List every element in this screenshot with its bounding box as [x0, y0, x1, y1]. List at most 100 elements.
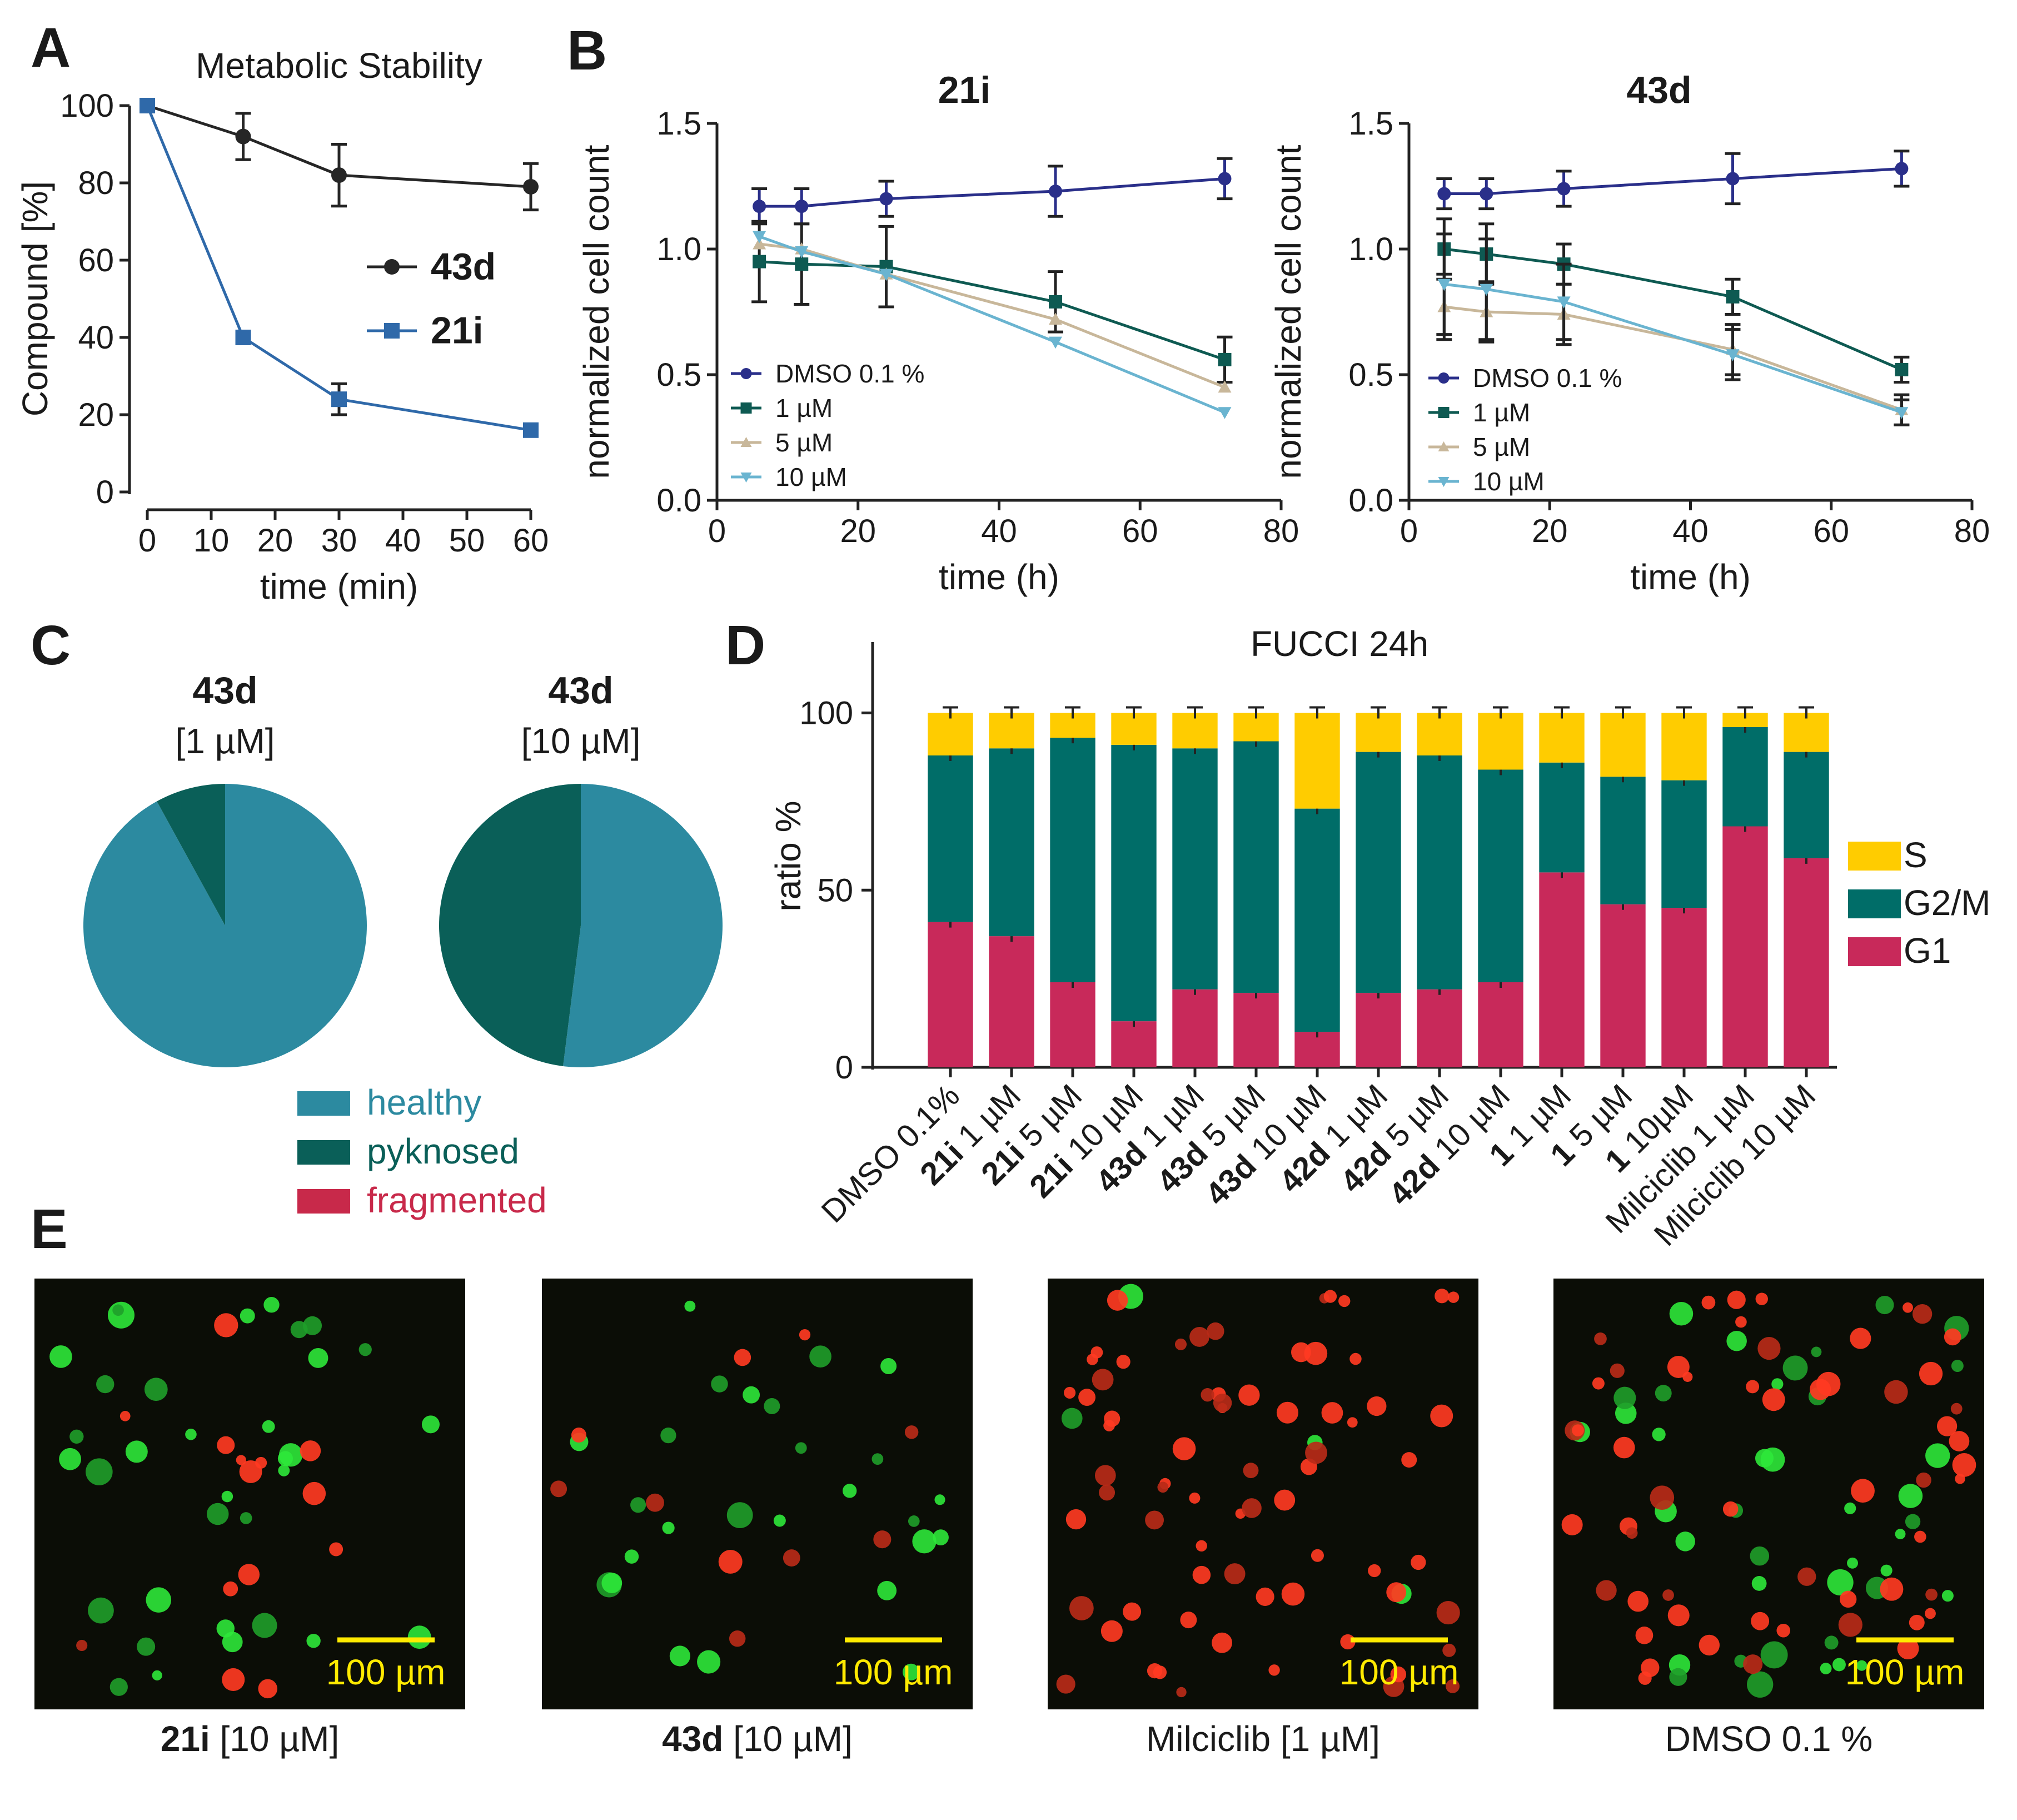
- red-cell: [1949, 1431, 1970, 1451]
- data-point: [1218, 407, 1232, 419]
- bar-g1: [1050, 982, 1095, 1067]
- bar-s: [1478, 713, 1523, 770]
- bar-g1: [1784, 858, 1829, 1067]
- red-cell: [1274, 1489, 1296, 1511]
- green-cell: [871, 1453, 884, 1465]
- scale-bar-label: 100 µm: [1845, 1652, 1965, 1692]
- x-tick-label: 60: [1122, 513, 1158, 549]
- red-cell: [1925, 1608, 1936, 1619]
- scale-bar-label: 100 µm: [326, 1652, 446, 1692]
- micrograph-panel: 100 µm 21i [10 µM] 100 µm 43d [10 µM] 100 µm…: [34, 1279, 1984, 1759]
- panel-letter-a: A: [31, 17, 71, 79]
- red-cell: [1944, 1328, 1961, 1346]
- red-cell: [1955, 1474, 1965, 1484]
- red-cell: [1701, 1295, 1716, 1310]
- red-cell: [76, 1639, 88, 1652]
- green-cell: [662, 1521, 675, 1534]
- y-tick-label: 0.5: [1348, 357, 1393, 393]
- red-cell: [1635, 1626, 1654, 1644]
- bar-g2m: [928, 755, 973, 922]
- red-cell: [1064, 1386, 1076, 1399]
- red-cell: [1446, 1679, 1460, 1693]
- legend-marker: [740, 473, 752, 483]
- green-cell: [1847, 1557, 1858, 1569]
- red-cell: [783, 1549, 800, 1567]
- red-cell: [1201, 1388, 1214, 1402]
- red-cell: [1667, 1604, 1690, 1627]
- x-axis-title: time (h): [1630, 557, 1751, 597]
- red-cell: [1311, 1549, 1324, 1562]
- legend-marker: [384, 259, 400, 275]
- micrograph-image: [542, 1279, 973, 1709]
- green-cell: [221, 1490, 233, 1503]
- green-cell: [1811, 1346, 1822, 1357]
- green-cell: [1782, 1355, 1808, 1381]
- bar-s: [1600, 713, 1646, 777]
- scale-bar-label: 100 µm: [834, 1652, 953, 1692]
- x-tick-label: 0: [1400, 513, 1418, 549]
- series-line: [1444, 282, 1903, 414]
- green-cell: [303, 1316, 322, 1335]
- legend-label-healthy: healthy: [367, 1082, 481, 1122]
- red-cell: [1305, 1441, 1327, 1464]
- chart-cell-count-43d: 0 20 40 60 80 0.0 0.5 1.0 1.5 time (h) normalized …: [1268, 69, 1990, 597]
- green-cell: [1820, 1663, 1832, 1674]
- bar-s: [1356, 713, 1401, 752]
- bar-g2m: [989, 748, 1034, 937]
- bar-s: [1661, 713, 1707, 780]
- green-cell: [1875, 1296, 1894, 1315]
- green-cell: [843, 1484, 857, 1498]
- red-cell: [550, 1480, 567, 1498]
- caption-rest: DMSO 0.1 %: [1665, 1719, 1872, 1759]
- bar-g2m: [1172, 748, 1218, 989]
- x-tick-label: 50: [449, 523, 485, 559]
- legend-swatch-s: [1848, 842, 1901, 871]
- green-cell: [252, 1613, 277, 1638]
- x-tick-label: 80: [1263, 513, 1299, 549]
- green-cell: [88, 1597, 114, 1624]
- y-axis-title: normalized cell count: [576, 145, 616, 479]
- legend-marker: [1438, 441, 1450, 451]
- red-cell: [1368, 1564, 1381, 1578]
- x-tick-label: 20: [840, 513, 876, 549]
- y-tick-label: 0.0: [656, 483, 701, 519]
- red-cell: [1189, 1492, 1201, 1504]
- green-cell: [69, 1429, 84, 1444]
- red-cell: [1699, 1634, 1720, 1656]
- red-cell: [1207, 1322, 1224, 1340]
- green-cell: [1832, 1658, 1846, 1672]
- bar-s: [1784, 713, 1829, 752]
- green-cell: [222, 1632, 243, 1653]
- legend-label-pyknosed: pyknosed: [367, 1131, 519, 1171]
- red-cell: [1572, 1424, 1584, 1436]
- red-cell: [1626, 1527, 1638, 1539]
- red-cell: [1338, 1295, 1351, 1307]
- bar-s: [1539, 713, 1585, 763]
- bar-g1: [1172, 989, 1218, 1067]
- red-cell: [1238, 1384, 1260, 1406]
- y-axis-title: ratio %: [768, 800, 808, 911]
- green-cell: [1669, 1668, 1687, 1686]
- legend-label: 5 µM: [1473, 432, 1530, 461]
- red-cell: [1347, 1417, 1358, 1428]
- green-cell: [1951, 1360, 1964, 1373]
- pie-title: 43d: [192, 669, 257, 712]
- legend-label: G2/M: [1904, 883, 1990, 923]
- red-cell: [1435, 1289, 1450, 1304]
- x-tick-label: 0: [708, 513, 726, 549]
- green-cell: [358, 1343, 372, 1356]
- red-cell: [1243, 1463, 1259, 1479]
- green-cell: [1755, 1449, 1774, 1468]
- red-cell: [1212, 1632, 1232, 1653]
- caption-rest: [10 µM]: [210, 1719, 340, 1759]
- red-cell: [1762, 1388, 1785, 1411]
- bar-s: [1417, 713, 1462, 755]
- y-tick-label: 0: [96, 474, 114, 510]
- micrograph-caption: DMSO 0.1 %: [1665, 1719, 1872, 1759]
- green-cell: [1824, 1635, 1839, 1650]
- red-cell: [1897, 1638, 1919, 1660]
- red-cell: [1610, 1363, 1625, 1378]
- green-cell: [185, 1429, 197, 1440]
- red-cell: [1746, 1380, 1760, 1394]
- bar-g1: [928, 922, 973, 1067]
